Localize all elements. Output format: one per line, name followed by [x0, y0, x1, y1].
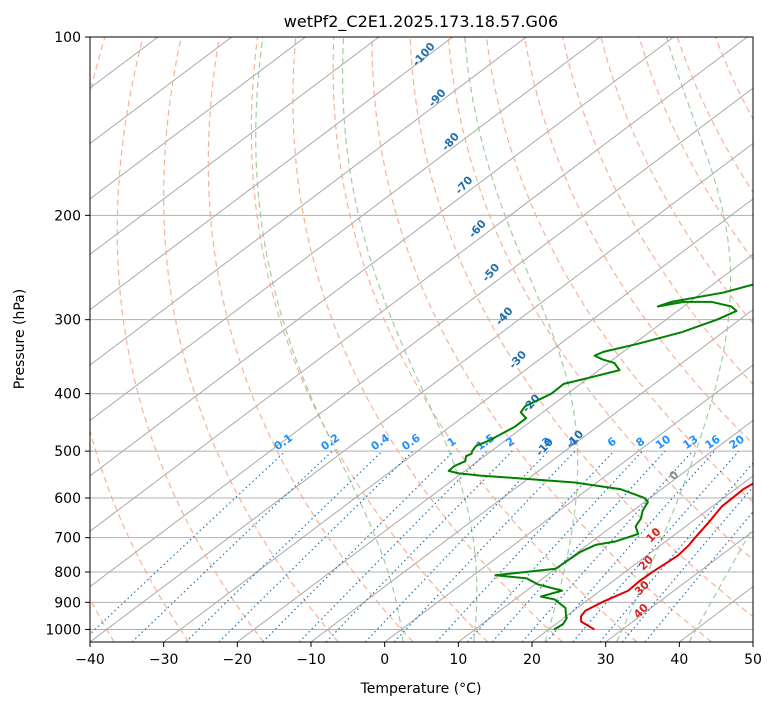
x-tick-label: −10: [296, 652, 326, 668]
x-tick-label: 10: [449, 652, 467, 668]
x-tick-label: −20: [223, 652, 253, 668]
isotherm-line: [237, 253, 753, 642]
isotherm-line: [384, 364, 753, 642]
x-tick-label: −30: [149, 652, 179, 668]
skewed-isotherms: [90, 37, 753, 642]
dry-adiabat: [207, 37, 414, 642]
dry-adiabat: [447, 37, 753, 561]
mixing-ratio-line: [521, 450, 693, 642]
mixing-ratio-line: [185, 450, 383, 642]
isotherm-line: [90, 37, 674, 477]
moist-adiabat: [255, 37, 404, 642]
mixing-ratio-line: [218, 450, 414, 642]
x-axis-title: Temperature (°C): [360, 681, 482, 697]
isotherm-line: [90, 37, 601, 422]
dry-adiabat: [116, 37, 264, 642]
mixing-ratio-line: [90, 450, 286, 636]
y-tick-label: 900: [54, 595, 81, 611]
x-tick-label: 0: [380, 652, 389, 668]
mixing-ratio-line: [621, 486, 753, 642]
y-tick-label: 100: [54, 30, 81, 46]
isotherm-line: [90, 37, 453, 311]
isotherm-line: [90, 37, 380, 255]
mixing-ratio-line: [325, 450, 513, 642]
x-tick-label: −40: [75, 652, 105, 668]
mixing-ratio-line: [599, 462, 753, 642]
mixing-ratio-label: 25: [752, 432, 772, 451]
mixing-ratio-line: [364, 450, 549, 642]
y-tick-label: 400: [54, 387, 81, 403]
chart-title: wetPf2_C2E1.2025.173.18.57.G06: [284, 12, 558, 32]
isotherm-line: [458, 419, 753, 642]
isotherm-line: [163, 198, 753, 642]
mixing-ratio-line: [131, 450, 333, 642]
temperature-line: [579, 482, 753, 631]
plot-area: 0.10.20.40.611.52346810131620253036-100-…: [90, 37, 772, 642]
mixing-ratio-line: [572, 450, 740, 642]
y-axis-title: Pressure (hPa): [12, 289, 28, 389]
isotherm-line: [90, 37, 232, 145]
moist-adiabat: [688, 526, 753, 642]
x-tick-label: 30: [597, 652, 615, 668]
dry-adiabat: [163, 37, 339, 642]
profile-series: [447, 283, 753, 631]
isotherm-line: [531, 475, 753, 642]
plot-frame: [89, 36, 754, 643]
y-axis-ticks: 100 200 300 400 500 600 700 800 900 1000: [45, 30, 90, 638]
dry-adiabat: [332, 37, 638, 642]
dewpoint-line: [447, 283, 753, 631]
x-tick-label: 50: [744, 652, 762, 668]
mixing-ratio-line: [545, 450, 716, 642]
moist-adiabat: [464, 37, 579, 642]
y-tick-label: 200: [54, 208, 81, 224]
isotherm-line: [605, 530, 753, 642]
isotherm-line: [90, 142, 753, 642]
isotherm-line: [90, 87, 753, 588]
isotherm-line: [90, 37, 527, 366]
y-tick-label: 800: [54, 565, 81, 581]
y-tick-label: 300: [54, 313, 81, 329]
dry-adiabat: [562, 37, 753, 386]
isotherm-line: [90, 37, 306, 200]
y-tick-label: 500: [54, 444, 81, 460]
dry-adiabat: [292, 37, 563, 642]
dry-adiabat: [524, 37, 753, 445]
y-tick-label: 1000: [45, 622, 81, 638]
moist-adiabats: [255, 37, 753, 642]
dry-adiabat: [485, 37, 753, 503]
x-axis-ticks: −40 −30 −20 −10 0 10 20 30 40 50: [75, 642, 762, 668]
dry-adiabat: [371, 37, 713, 642]
x-tick-label: 20: [523, 652, 541, 668]
y-tick-label: 600: [54, 491, 81, 507]
moist-adiabat: [341, 37, 478, 642]
mixing-ratio-line: [393, 450, 576, 642]
mixing-ratio-line: [644, 510, 753, 642]
x-tick-label: 40: [670, 652, 688, 668]
dry-adiabat: [638, 37, 753, 261]
isotherm-line: [90, 37, 748, 532]
y-tick-label: 700: [54, 531, 81, 547]
